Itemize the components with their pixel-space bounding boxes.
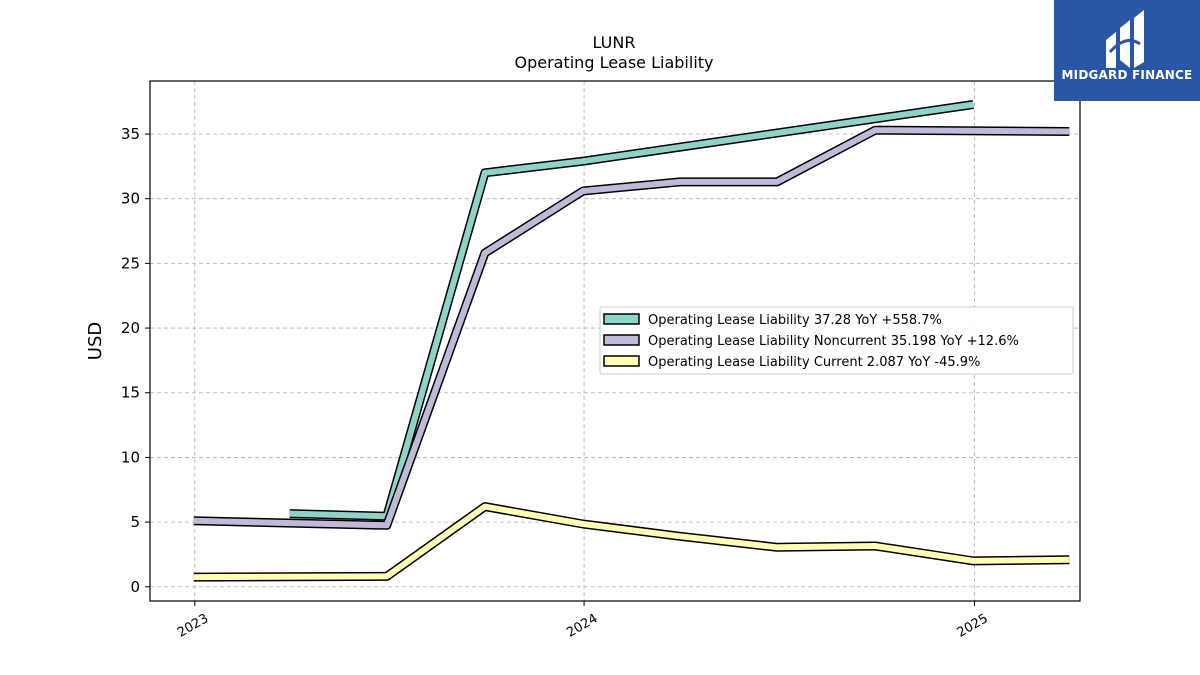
chart-subtitle: Operating Lease Liability — [514, 53, 713, 72]
y-tick-label: 15 — [121, 384, 140, 402]
series-lines — [193, 100, 1070, 582]
y-tick-label: 20 — [121, 319, 140, 337]
series-2-line — [193, 127, 1070, 529]
plot-frame — [149, 80, 1081, 602]
y-tick-label: 25 — [121, 254, 140, 272]
series-1-line — [289, 101, 974, 520]
x-tick-label: 2025 — [955, 611, 991, 641]
x-tick-label: 2023 — [175, 611, 211, 641]
legend-label: Operating Lease Liability Current 2.087 … — [648, 355, 980, 370]
legend-box — [599, 306, 1074, 375]
legend-swatch — [603, 334, 640, 346]
legend-label: Operating Lease Liability Noncurrent 35.… — [648, 334, 1019, 349]
legend-swatch — [603, 355, 640, 367]
y-tick-label: 10 — [121, 448, 140, 466]
legend-swatch — [603, 313, 640, 325]
logo-text: MIDGARD FINANCE — [1061, 68, 1193, 82]
logo-mark-icon — [1106, 10, 1144, 68]
y-axis-label: USD — [85, 322, 106, 360]
legend: Operating Lease Liability 37.28 YoY +558… — [599, 306, 1074, 375]
brand-logo: MIDGARD FINANCE — [1054, 0, 1200, 101]
y-tick-label: 30 — [121, 190, 140, 208]
legend-label: Operating Lease Liability 37.28 YoY +558… — [648, 313, 942, 328]
y-tick-label: 5 — [130, 513, 140, 531]
series-3-line — [193, 503, 1070, 581]
y-tick-label: 35 — [121, 125, 140, 143]
chart-title: LUNR — [593, 33, 636, 52]
x-tick-label: 2024 — [564, 611, 600, 641]
y-tick-label: 0 — [130, 578, 140, 596]
